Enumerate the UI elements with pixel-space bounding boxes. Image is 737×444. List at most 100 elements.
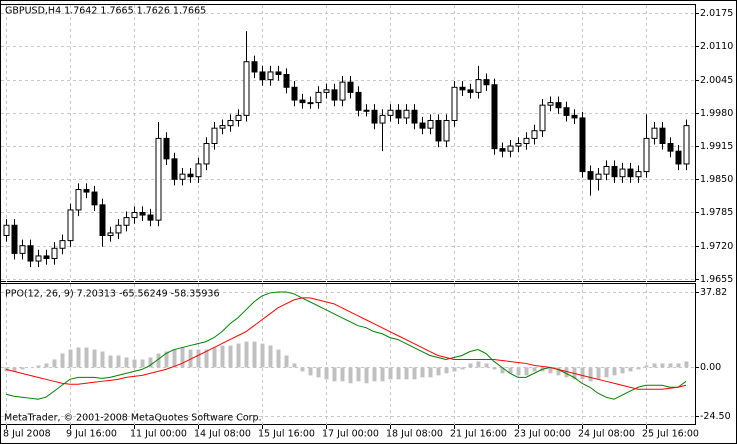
histogram-bar bbox=[260, 343, 265, 368]
candle-body bbox=[115, 224, 122, 234]
candle-body bbox=[227, 120, 234, 127]
price-panel bbox=[0, 4, 696, 282]
histogram-bar bbox=[380, 367, 385, 382]
histogram-bar bbox=[372, 367, 377, 382]
histogram-bar bbox=[364, 367, 369, 384]
x-tick-label: 14 Jul 08:00 bbox=[194, 429, 251, 440]
candle-body bbox=[507, 145, 514, 152]
candle-body bbox=[667, 143, 674, 152]
candle-body bbox=[531, 130, 538, 139]
histogram-bar bbox=[652, 363, 657, 368]
y-tick-label: 2.0175 bbox=[700, 8, 733, 19]
candle-body bbox=[323, 89, 330, 93]
candle-body bbox=[3, 224, 10, 236]
histogram-bar bbox=[52, 359, 57, 368]
x-tick-label: 23 Jul 00:00 bbox=[514, 429, 571, 440]
histogram-bar bbox=[660, 363, 665, 368]
indicator-title: PPO(12, 26, 9) 7.20313 -65.56249 -58.359… bbox=[5, 289, 220, 300]
histogram-bar bbox=[60, 353, 65, 368]
histogram-bar bbox=[308, 367, 313, 376]
y-tick-label: 2.0110 bbox=[700, 41, 733, 52]
candle-body bbox=[163, 137, 170, 160]
histogram-bar bbox=[252, 341, 257, 368]
histogram-bar bbox=[476, 361, 481, 368]
candle-body bbox=[395, 109, 402, 119]
y-tick-label: 1.9850 bbox=[700, 174, 733, 185]
candle-body bbox=[315, 91, 322, 104]
histogram-bar bbox=[76, 347, 81, 368]
candle-body bbox=[19, 245, 26, 254]
histogram-bar bbox=[284, 355, 289, 368]
histogram-bar bbox=[108, 355, 113, 368]
histogram-bar bbox=[548, 367, 553, 374]
candle-body bbox=[387, 109, 394, 116]
candle-body bbox=[419, 122, 426, 129]
candle-body bbox=[107, 232, 114, 236]
x-tick-label: 24 Jul 08:00 bbox=[578, 429, 635, 440]
histogram-bar bbox=[404, 367, 409, 380]
indicator-panel bbox=[0, 283, 696, 425]
histogram-bar bbox=[468, 363, 473, 368]
candle-body bbox=[35, 255, 42, 262]
candle-body bbox=[483, 79, 490, 86]
candle-body bbox=[67, 209, 74, 242]
histogram-bar bbox=[164, 351, 169, 368]
x-tick-label: 11 Jul 00:00 bbox=[130, 429, 187, 440]
candle-body bbox=[475, 79, 482, 93]
candle-body bbox=[627, 168, 634, 178]
histogram-bar bbox=[100, 351, 105, 368]
candle-body bbox=[523, 137, 530, 144]
candle-body bbox=[339, 81, 346, 101]
histogram-bar bbox=[484, 363, 489, 368]
indicator-line bbox=[5, 297, 687, 390]
histogram-bar bbox=[140, 359, 145, 368]
histogram-bar bbox=[524, 367, 529, 376]
candle-body bbox=[411, 109, 418, 124]
histogram-bar bbox=[556, 367, 561, 376]
histogram-bar bbox=[228, 345, 233, 368]
histogram-bar bbox=[236, 343, 241, 368]
candle-body bbox=[243, 61, 250, 116]
candle-body bbox=[443, 120, 450, 142]
candle-body bbox=[619, 168, 626, 178]
candle-body bbox=[331, 89, 338, 101]
candle-body bbox=[555, 102, 562, 109]
y-tick-label: 1.9785 bbox=[700, 207, 733, 218]
histogram-bar bbox=[316, 367, 321, 378]
candle-body bbox=[11, 224, 18, 254]
histogram-bar bbox=[676, 363, 681, 368]
histogram-bar bbox=[204, 349, 209, 368]
candle-body bbox=[123, 217, 130, 226]
candle-body bbox=[603, 165, 610, 175]
histogram-bar bbox=[332, 367, 337, 382]
histogram-bar bbox=[44, 363, 49, 368]
histogram-bar bbox=[20, 367, 25, 370]
candle-body bbox=[179, 173, 186, 180]
candle-body bbox=[235, 114, 242, 122]
histogram-bar bbox=[396, 367, 401, 380]
candle-body bbox=[187, 173, 194, 178]
candle-body bbox=[91, 191, 98, 206]
candle-body bbox=[155, 137, 162, 221]
histogram-bar bbox=[428, 367, 433, 378]
candle-body bbox=[171, 158, 178, 180]
histogram-bar bbox=[532, 367, 537, 372]
candle-body bbox=[651, 127, 658, 139]
candle-body bbox=[499, 148, 506, 152]
candle-body bbox=[59, 240, 66, 249]
histogram-bar bbox=[564, 367, 569, 378]
histogram-bar bbox=[452, 367, 457, 372]
y-tick-label: 1.9720 bbox=[700, 241, 733, 252]
histogram-bar bbox=[636, 367, 641, 370]
y-tick-label: 1.9980 bbox=[700, 108, 733, 119]
y-tick-label: 1.9655 bbox=[700, 274, 733, 285]
histogram-bar bbox=[668, 363, 673, 368]
candle-body bbox=[547, 102, 554, 106]
histogram-bar bbox=[116, 355, 121, 368]
candle-body bbox=[635, 171, 642, 178]
x-tick-label: 15 Jul 16:00 bbox=[258, 429, 315, 440]
x-tick-label: 9 Jul 16:00 bbox=[66, 429, 117, 440]
candle-body bbox=[211, 127, 218, 144]
histogram-bar bbox=[356, 367, 361, 382]
